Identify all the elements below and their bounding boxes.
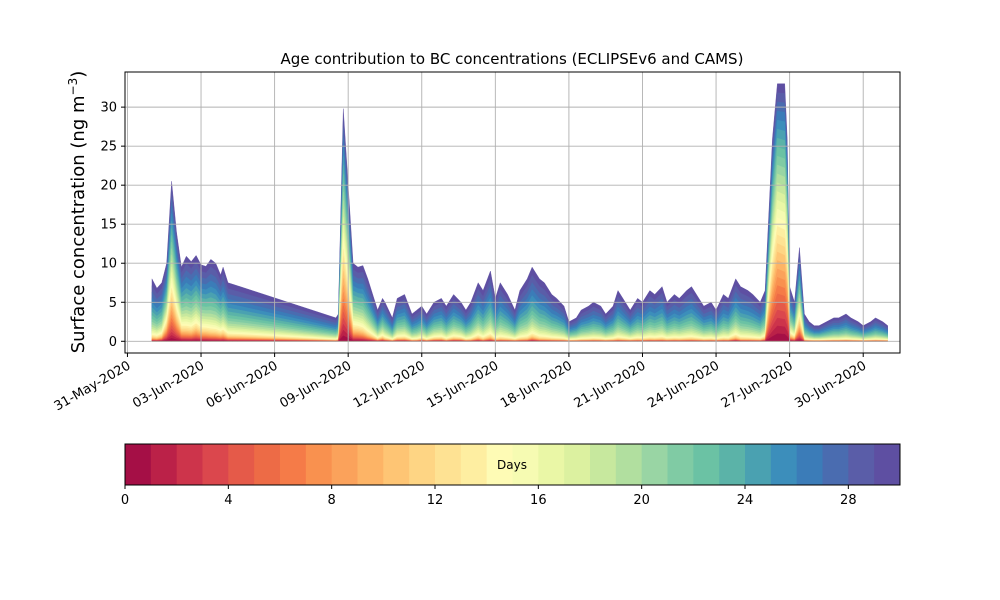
colorbar-swatch xyxy=(693,444,720,485)
colorbar-swatch xyxy=(435,444,462,485)
colorbar-swatch xyxy=(176,444,203,485)
y-axis-ticks: 0 5 10 15 20 25 30 xyxy=(100,101,125,350)
colorbar-swatch xyxy=(615,444,643,485)
x-axis-ticks: 31-May-202003-Jun-202006-Jun-202009-Jun-… xyxy=(52,353,869,414)
colorbar-swatch xyxy=(796,444,823,485)
colorbar-tick-label: 4 xyxy=(224,493,232,508)
colorbar-swatch xyxy=(280,444,307,485)
colorbar-swatch xyxy=(228,444,255,485)
y-axis-label-close: ) xyxy=(68,71,89,78)
x-tick-label: 31-May-2020 xyxy=(52,358,134,414)
y-axis-label-main: Surface concentration (ng m xyxy=(68,95,89,353)
colorbar-swatch xyxy=(202,444,229,485)
colorbar-frame xyxy=(124,443,901,486)
colorbar-swatch xyxy=(745,444,772,485)
colorbar-swatch xyxy=(564,444,591,485)
colorbar-swatch xyxy=(590,444,617,485)
colorbar-swatch xyxy=(460,444,488,485)
y-tick-label: 30 xyxy=(100,101,117,116)
colorbar-swatch xyxy=(125,444,152,485)
colorbar-swatch xyxy=(305,444,333,485)
x-tick-label: 12-Jun-2020 xyxy=(351,358,428,411)
x-tick-label: 24-Jun-2020 xyxy=(645,358,722,411)
colorbar-swatch xyxy=(848,444,875,485)
colorbar-swatch xyxy=(822,444,849,485)
colorbar-tick-label: 28 xyxy=(840,493,857,508)
plot-frame xyxy=(124,71,901,354)
x-tick-label: 21-Jun-2020 xyxy=(572,358,649,411)
y-axis-label: Surface concentration (ng m−3) xyxy=(66,71,89,354)
colorbar-label: Days xyxy=(497,458,527,472)
colorbar-swatch xyxy=(383,444,410,485)
x-tick-label: 03-Jun-2020 xyxy=(130,358,207,411)
colorbar-tick-label: 0 xyxy=(121,493,129,508)
colorbar-swatch xyxy=(254,444,281,485)
x-tick-label: 18-Jun-2020 xyxy=(498,358,575,411)
x-tick-label: 27-Jun-2020 xyxy=(719,358,796,411)
chart-title: Age contribution to BC concentrations (E… xyxy=(281,50,744,68)
y-tick-label: 5 xyxy=(109,296,117,311)
colorbar-swatch xyxy=(409,444,436,485)
colorbar-tick-label: 24 xyxy=(737,493,754,508)
grid xyxy=(125,72,900,353)
y-tick-label: 10 xyxy=(100,257,117,272)
y-axis-label-exponent: −3 xyxy=(66,78,80,96)
colorbar-swatch xyxy=(641,444,668,485)
x-tick-label: 30-Jun-2020 xyxy=(792,358,869,411)
colorbar-swatch xyxy=(486,444,513,485)
x-tick-label: 15-Jun-2020 xyxy=(425,358,502,411)
colorbar-swatch xyxy=(512,444,539,485)
colorbar-swatch xyxy=(331,444,358,485)
x-tick-label: 06-Jun-2020 xyxy=(204,358,281,411)
y-tick-label: 25 xyxy=(100,140,117,155)
colorbar-swatch xyxy=(874,444,901,485)
colorbar xyxy=(125,444,901,485)
y-tick-label: 15 xyxy=(100,218,117,233)
colorbar-swatch xyxy=(357,444,384,485)
colorbar-ticks: 0 4 8 12 16 20 24 28 xyxy=(121,485,857,508)
plot-area xyxy=(151,83,888,342)
colorbar-swatch xyxy=(770,444,798,485)
y-tick-label: 20 xyxy=(100,179,117,194)
colorbar-tick-label: 16 xyxy=(530,493,547,508)
colorbar-tick-label: 8 xyxy=(328,493,336,508)
colorbar-swatch xyxy=(667,444,694,485)
colorbar-tick-label: 20 xyxy=(633,493,650,508)
colorbar-swatch xyxy=(538,444,565,485)
colorbar-swatch xyxy=(150,444,178,485)
colorbar-tick-label: 12 xyxy=(427,493,444,508)
colorbar-swatch xyxy=(719,444,746,485)
x-tick-label: 09-Jun-2020 xyxy=(277,358,354,411)
y-tick-label: 0 xyxy=(109,335,117,350)
